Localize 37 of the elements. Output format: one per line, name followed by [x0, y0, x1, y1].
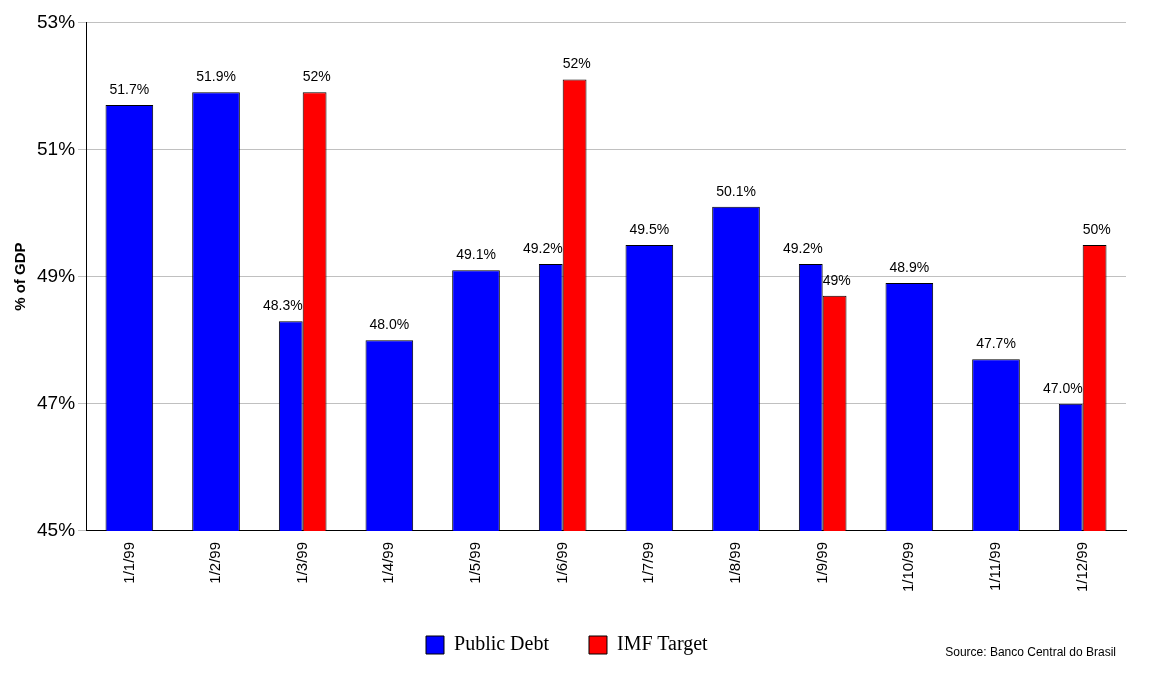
x-tick-label: 1/3/99: [292, 541, 310, 584]
y-tick-label: 45%: [37, 519, 76, 541]
data-label: 49.2%: [522, 239, 563, 256]
data-label: 47.7%: [976, 335, 1016, 352]
x-tick-label: 1/2/99: [206, 541, 224, 584]
data-label: 48.0%: [369, 316, 410, 333]
x-tick-label: 1/12/99: [1072, 541, 1090, 592]
data-label: 49.2%: [782, 239, 823, 256]
data-label: 47.0%: [1042, 379, 1083, 396]
x-tick-label: 1/5/99: [466, 541, 484, 584]
data-label: 48.9%: [889, 258, 930, 275]
data-label: 52%: [562, 55, 591, 72]
y-tick-label: 53%: [37, 10, 76, 32]
legend-label: IMF Target: [617, 632, 709, 656]
y-tick-label: 49%: [37, 264, 76, 286]
data-label: 49.5%: [629, 220, 670, 237]
x-tick-label: 1/10/99: [899, 541, 917, 592]
source-note: Source: Banco Central do Brasil: [945, 645, 1116, 659]
x-tick-label: 1/6/99: [552, 541, 570, 584]
data-label: 49.1%: [456, 246, 496, 263]
data-label: 50.1%: [716, 182, 756, 199]
x-tick-label: 1/8/99: [726, 541, 744, 584]
y-axis-title: % of GDP: [11, 242, 29, 311]
data-label: 49%: [822, 271, 851, 288]
y-tick-label: 47%: [37, 392, 76, 414]
x-tick-label: 1/11/99: [986, 541, 1004, 591]
x-tick-label: 1/1/99: [119, 541, 137, 584]
y-tick-label: 51%: [37, 137, 76, 159]
data-label: 51.7%: [109, 80, 150, 97]
data-label: 51.9%: [196, 68, 236, 85]
data-label: 50%: [1082, 220, 1111, 237]
x-tick-label: 1/9/99: [812, 541, 830, 584]
legend-label: Public Debt: [454, 632, 550, 655]
data-label: 48.3%: [262, 297, 303, 314]
data-label: 52%: [302, 68, 331, 85]
x-tick-label: 1/7/99: [639, 541, 657, 584]
x-tick-label: 1/4/99: [379, 541, 397, 584]
